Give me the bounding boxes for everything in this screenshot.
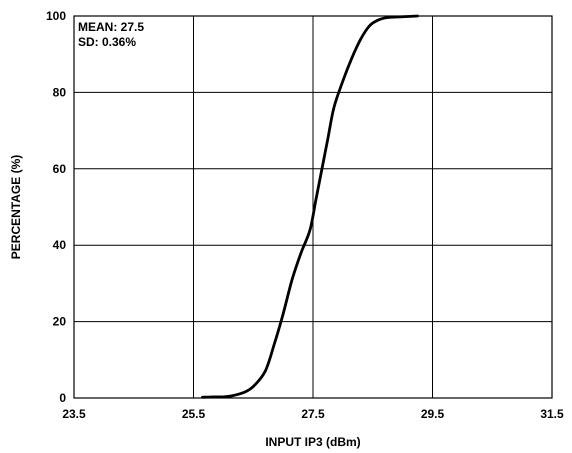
y-tick-label: 20 bbox=[53, 315, 67, 329]
y-axis-title: PERCENTAGE (%) bbox=[9, 155, 23, 259]
y-tick-label: 60 bbox=[53, 162, 67, 176]
x-tick-label: 25.5 bbox=[182, 407, 206, 421]
x-tick-label: 23.5 bbox=[62, 407, 86, 421]
x-tick-label: 27.5 bbox=[301, 407, 325, 421]
y-tick-labels: 0 20 40 60 80 100 bbox=[46, 9, 66, 405]
x-axis-title: INPUT IP3 (dBm) bbox=[265, 435, 360, 449]
plot-frame bbox=[73, 15, 553, 399]
series-line bbox=[201, 14, 419, 399]
y-tick-label: 0 bbox=[59, 391, 66, 405]
grid bbox=[73, 15, 553, 399]
y-tick-label: 40 bbox=[53, 238, 67, 252]
x-tick-labels: 23.5 25.5 27.5 29.5 31.5 bbox=[62, 407, 564, 421]
y-tick-label: 80 bbox=[53, 85, 67, 99]
sd-annotation: SD: 0.36% bbox=[78, 35, 136, 49]
x-tick-label: 31.5 bbox=[540, 407, 564, 421]
x-tick-label: 29.5 bbox=[421, 407, 445, 421]
mean-annotation: MEAN: 27.5 bbox=[78, 20, 144, 34]
y-tick-label: 100 bbox=[46, 9, 66, 23]
